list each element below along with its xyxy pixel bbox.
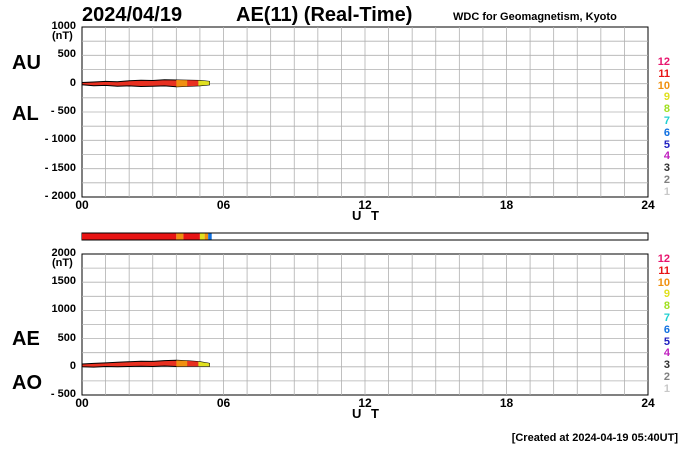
legend-level-7: 7 (663, 115, 670, 127)
legend-level-1: 1 (663, 185, 670, 198)
data-band-tail (187, 80, 199, 87)
legend-level-8: 8 (663, 300, 670, 313)
data-source: WDC for Geomagnetism, Kyoto (453, 11, 617, 23)
legend-level-11: 11 (658, 67, 670, 80)
x-tick-label: 24 (641, 396, 655, 410)
chart-title: AE(11) (Real-Time) (236, 4, 413, 26)
y-tick-label: 500 (57, 48, 76, 61)
y-unit-label: (nT) (52, 30, 73, 42)
legend-level-2: 2 (663, 371, 670, 383)
y-tick-label: 1500 (51, 275, 76, 288)
legend-level-9: 9 (663, 91, 670, 104)
y-tick-label: 0 (69, 359, 76, 372)
data-band-tail (176, 79, 188, 87)
legend-level-12: 12 (657, 253, 670, 265)
legend-level-4: 4 (663, 150, 670, 163)
legend-level-1: 1 (663, 382, 670, 395)
legend-level-7: 7 (663, 312, 670, 324)
legend-level-9: 9 (663, 288, 670, 301)
y-tick-label: - 500 (50, 388, 76, 400)
au-label: AU (12, 52, 41, 74)
legend-level-6: 6 (663, 323, 670, 336)
coverage-segment (199, 233, 205, 240)
coverage-segment (176, 233, 184, 240)
x-tick-label: 18 (499, 396, 514, 410)
coverage-segment (82, 233, 177, 240)
x-tick-label: 00 (75, 396, 89, 410)
x-tick-label: 18 (499, 198, 514, 212)
y-unit-label: (nT) (52, 257, 73, 269)
x-axis-label: U T (352, 406, 382, 421)
x-axis-label: U T (352, 208, 382, 223)
x-tick-label: 00 (75, 198, 89, 212)
data-band-tail (187, 360, 199, 367)
x-tick-label: 06 (216, 198, 231, 212)
ao-label: AO (12, 372, 42, 394)
y-tick-label: - 1500 (44, 161, 76, 174)
legend-level-4: 4 (663, 347, 670, 360)
legend-level-5: 5 (663, 335, 670, 348)
legend-level-10: 10 (657, 276, 670, 289)
legend-level-2: 2 (663, 174, 670, 186)
x-tick-label: 06 (216, 396, 231, 410)
y-tick-label: 500 (57, 331, 76, 344)
y-tick-label: - 500 (50, 105, 76, 117)
legend-level-8: 8 (663, 103, 670, 116)
legend-level-10: 10 (657, 79, 670, 92)
x-tick-label: 12 (358, 198, 372, 212)
y-tick-label: 0 (69, 76, 76, 89)
legend-level-6: 6 (663, 126, 670, 139)
data-band-tail (198, 361, 210, 367)
coverage-segment (204, 233, 209, 240)
y-tick-label: 2000 (51, 247, 76, 259)
legend-level-11: 11 (658, 264, 670, 277)
ae-label: AE (12, 328, 40, 350)
y-tick-label: - 1000 (44, 133, 76, 146)
x-tick-label: 12 (358, 396, 372, 410)
coverage-segment (208, 233, 212, 240)
x-tick-label: 24 (641, 198, 655, 212)
chart-date: 2024/04/19 (82, 4, 183, 26)
y-tick-label: 1000 (51, 20, 76, 32)
data-band-tail (198, 80, 210, 86)
al-label: AL (12, 103, 39, 125)
data-band-tail (176, 360, 188, 367)
y-tick-label: 1000 (51, 303, 76, 316)
created-timestamp: [Created at 2024-04-19 05:40UT] (511, 432, 678, 444)
coverage-segment (183, 233, 200, 240)
legend-level-3: 3 (663, 162, 670, 175)
y-tick-label: - 2000 (44, 190, 76, 202)
legend-level-5: 5 (663, 138, 670, 151)
legend-level-12: 12 (657, 56, 670, 68)
legend-level-3: 3 (663, 359, 670, 372)
